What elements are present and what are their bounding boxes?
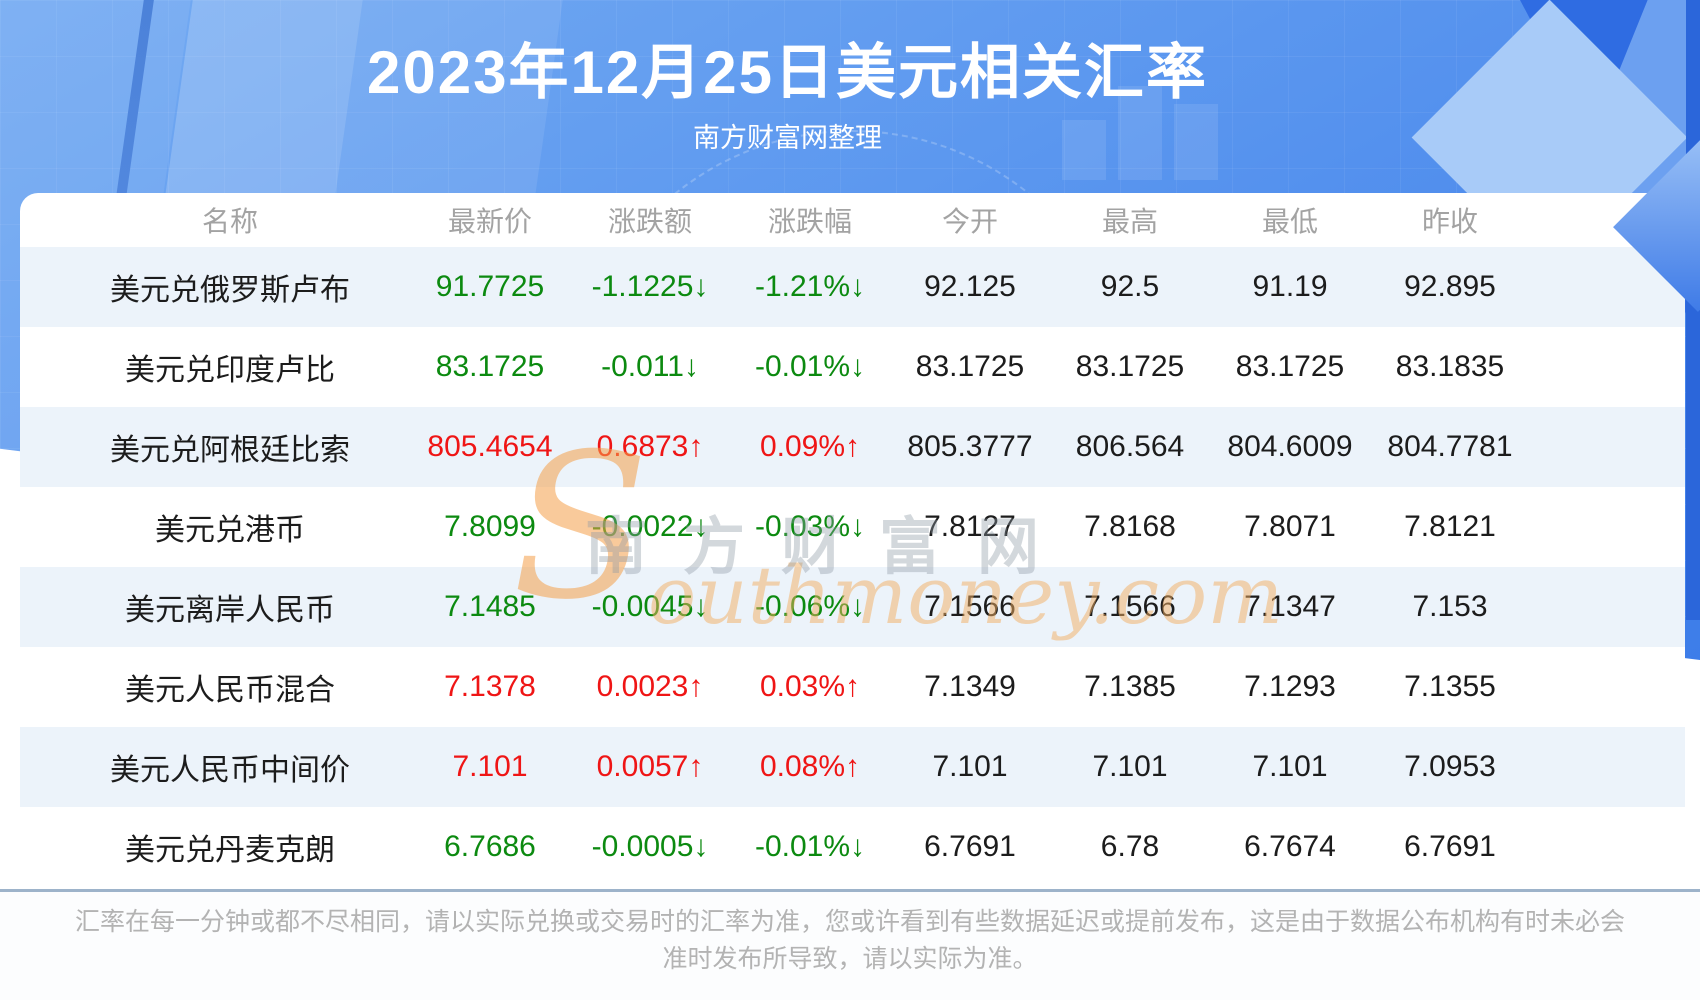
column-header-low: 最低 bbox=[1261, 206, 1318, 237]
high-price: 83.1725 bbox=[1075, 350, 1185, 383]
currency-pair-name: 美元兑港币 bbox=[155, 514, 305, 547]
low-price: 6.7674 bbox=[1244, 830, 1336, 863]
latest-price: 805.4654 bbox=[427, 430, 553, 463]
open-price: 805.3777 bbox=[907, 430, 1033, 463]
change-percent: 0.03%↑ bbox=[759, 670, 861, 703]
high-price: 7.101 bbox=[1092, 750, 1168, 783]
open-price: 92.125 bbox=[924, 270, 1016, 303]
table-row: 美元兑港币 7.8099 -0.0022↓ -0.03%↓ 7.8127 7.8… bbox=[20, 487, 1685, 567]
currency-pair-name: 美元兑俄罗斯卢布 bbox=[110, 274, 350, 307]
latest-price: 6.7686 bbox=[444, 830, 536, 863]
column-header-change-pct: 涨跌幅 bbox=[767, 206, 852, 237]
currency-pair-name: 美元人民币混合 bbox=[125, 674, 335, 707]
rates-table-card: 名称 最新价 涨跌额 涨跌幅 今开 最高 最低 昨收 美元兑俄罗斯卢布 91.7… bbox=[20, 193, 1685, 889]
open-price: 7.1349 bbox=[924, 670, 1016, 703]
change-percent: 0.09%↑ bbox=[759, 430, 861, 463]
change-percent: -0.01%↓ bbox=[754, 830, 866, 863]
prev-close-price: 7.1355 bbox=[1404, 670, 1496, 703]
column-header-prev-close: 昨收 bbox=[1421, 206, 1478, 237]
high-price: 7.1385 bbox=[1084, 670, 1176, 703]
change-percent: -0.06%↓ bbox=[754, 590, 866, 623]
low-price: 91.19 bbox=[1252, 270, 1328, 303]
latest-price: 7.8099 bbox=[444, 510, 536, 543]
table-row: 美元人民币混合 7.1378 0.0023↑ 0.03%↑ 7.1349 7.1… bbox=[20, 647, 1685, 727]
change-amount: -0.0045↓ bbox=[591, 590, 709, 623]
prev-close-price: 6.7691 bbox=[1404, 830, 1496, 863]
currency-pair-name: 美元兑阿根廷比索 bbox=[110, 434, 350, 467]
low-price: 7.1293 bbox=[1244, 670, 1336, 703]
latest-price: 7.1378 bbox=[444, 670, 536, 703]
table-row: 美元离岸人民币 7.1485 -0.0045↓ -0.06%↓ 7.1566 7… bbox=[20, 567, 1685, 647]
page-subtitle: 南方财富网整理 bbox=[693, 123, 882, 153]
bar-chart-decoration bbox=[1062, 120, 1106, 180]
currency-pair-name: 美元人民币中间价 bbox=[110, 754, 350, 787]
change-percent: -0.01%↓ bbox=[754, 350, 866, 383]
table-row: 美元人民币中间价 7.101 0.0057↑ 0.08%↑ 7.101 7.10… bbox=[20, 727, 1685, 807]
change-percent: -1.21%↓ bbox=[754, 270, 866, 303]
table-row: 美元兑印度卢比 83.1725 -0.011↓ -0.01%↓ 83.1725 … bbox=[20, 327, 1685, 407]
high-price: 7.8168 bbox=[1084, 510, 1176, 543]
change-percent: 0.08%↑ bbox=[759, 750, 861, 783]
footer-divider bbox=[0, 889, 1700, 892]
latest-price: 7.1485 bbox=[444, 590, 536, 623]
column-header-name: 名称 bbox=[201, 206, 258, 237]
low-price: 7.1347 bbox=[1244, 590, 1336, 623]
bar-chart-decoration bbox=[1174, 104, 1218, 180]
table-header-row: 名称 最新价 涨跌额 涨跌幅 今开 最高 最低 昨收 bbox=[20, 193, 1685, 247]
change-amount: -1.1225↓ bbox=[591, 270, 709, 303]
column-header-high: 最高 bbox=[1101, 206, 1158, 237]
change-amount: 0.6873↑ bbox=[596, 430, 704, 463]
prev-close-price: 804.7781 bbox=[1387, 430, 1513, 463]
currency-pair-name: 美元兑丹麦克朗 bbox=[125, 834, 335, 867]
latest-price: 7.101 bbox=[452, 750, 528, 783]
high-price: 806.564 bbox=[1075, 430, 1185, 463]
latest-price: 91.7725 bbox=[435, 270, 545, 303]
prev-close-price: 7.153 bbox=[1412, 590, 1488, 623]
low-price: 804.6009 bbox=[1227, 430, 1353, 463]
low-price: 7.8071 bbox=[1244, 510, 1336, 543]
prev-close-price: 7.8121 bbox=[1404, 510, 1496, 543]
low-price: 83.1725 bbox=[1235, 350, 1345, 383]
column-header-latest: 最新价 bbox=[447, 206, 532, 237]
open-price: 83.1725 bbox=[915, 350, 1025, 383]
table-body: 美元兑俄罗斯卢布 91.7725 -1.1225↓ -1.21%↓ 92.125… bbox=[20, 247, 1685, 887]
footer: 汇率在每一分钟或都不尽相同，请以实际兑换或交易时的汇率为准，您或许看到有些数据延… bbox=[0, 892, 1700, 1000]
column-header-change: 涨跌额 bbox=[607, 206, 692, 237]
table-row: 美元兑丹麦克朗 6.7686 -0.0005↓ -0.01%↓ 6.7691 6… bbox=[20, 807, 1685, 887]
table-row: 美元兑俄罗斯卢布 91.7725 -1.1225↓ -1.21%↓ 92.125… bbox=[20, 247, 1685, 327]
column-header-open: 今开 bbox=[941, 206, 998, 237]
change-amount: 0.0057↑ bbox=[596, 750, 704, 783]
table-row: 美元兑阿根廷比索 805.4654 0.6873↑ 0.09%↑ 805.377… bbox=[20, 407, 1685, 487]
prev-close-price: 7.0953 bbox=[1404, 750, 1496, 783]
latest-price: 83.1725 bbox=[435, 350, 545, 383]
change-amount: -0.011↓ bbox=[601, 350, 699, 383]
change-amount: -0.0022↓ bbox=[591, 510, 709, 543]
prev-close-price: 83.1835 bbox=[1395, 350, 1505, 383]
prev-close-price: 92.895 bbox=[1404, 270, 1496, 303]
high-price: 92.5 bbox=[1100, 270, 1160, 303]
currency-pair-name: 美元离岸人民币 bbox=[125, 594, 335, 627]
page-title: 2023年12月25日美元相关汇率 bbox=[367, 39, 1208, 106]
change-amount: 0.0023↑ bbox=[596, 670, 704, 703]
low-price: 7.101 bbox=[1252, 750, 1328, 783]
disclaimer-text: 汇率在每一分钟或都不尽相同，请以实际兑换或交易时的汇率为准，您或许看到有些数据延… bbox=[74, 908, 1625, 973]
change-amount: -0.0005↓ bbox=[591, 830, 709, 863]
high-price: 7.1566 bbox=[1084, 590, 1176, 623]
change-percent: -0.03%↓ bbox=[754, 510, 866, 543]
currency-pair-name: 美元兑印度卢比 bbox=[125, 354, 335, 387]
bar-chart-decoration bbox=[1118, 86, 1162, 180]
high-price: 6.78 bbox=[1100, 830, 1160, 863]
open-price: 7.1566 bbox=[924, 590, 1016, 623]
open-price: 7.101 bbox=[932, 750, 1008, 783]
open-price: 6.7691 bbox=[924, 830, 1016, 863]
open-price: 7.8127 bbox=[924, 510, 1016, 543]
